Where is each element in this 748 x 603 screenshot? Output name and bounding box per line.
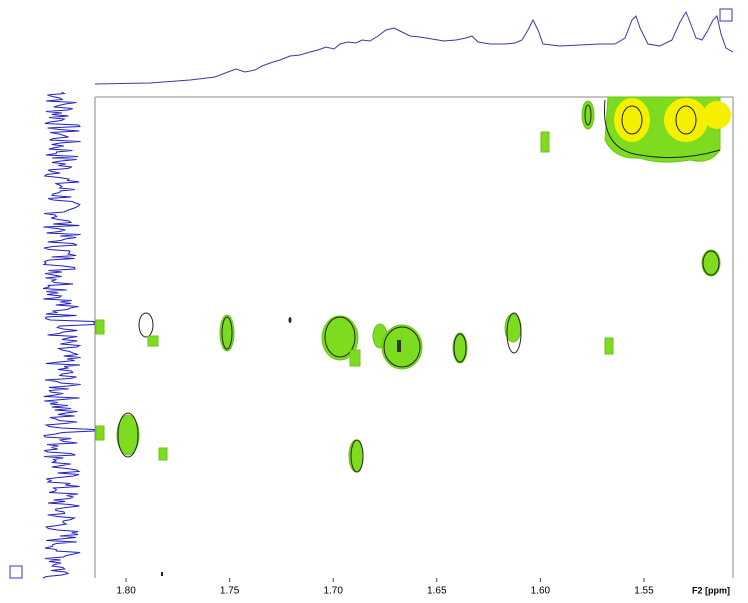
x-axis-label: F2 [ppm] — [692, 585, 730, 595]
x-tick-label: 1.80 — [116, 586, 136, 597]
x-tick-label: 1.60 — [531, 586, 551, 597]
corner-button[interactable] — [9, 565, 23, 579]
f2-projection — [94, 10, 734, 85]
contour-peaks — [95, 96, 731, 576]
corner-button[interactable] — [719, 8, 733, 22]
x-tick-label: 1.70 — [323, 586, 343, 597]
x-axis: 1.80 1.75 1.70 1.65 1.60 1.55 — [116, 578, 654, 597]
x-tick-label: 1.55 — [634, 586, 654, 597]
f1-projection — [42, 91, 95, 579]
x-tick-label: 1.75 — [220, 586, 240, 597]
x-tick-label: 1.65 — [427, 586, 447, 597]
